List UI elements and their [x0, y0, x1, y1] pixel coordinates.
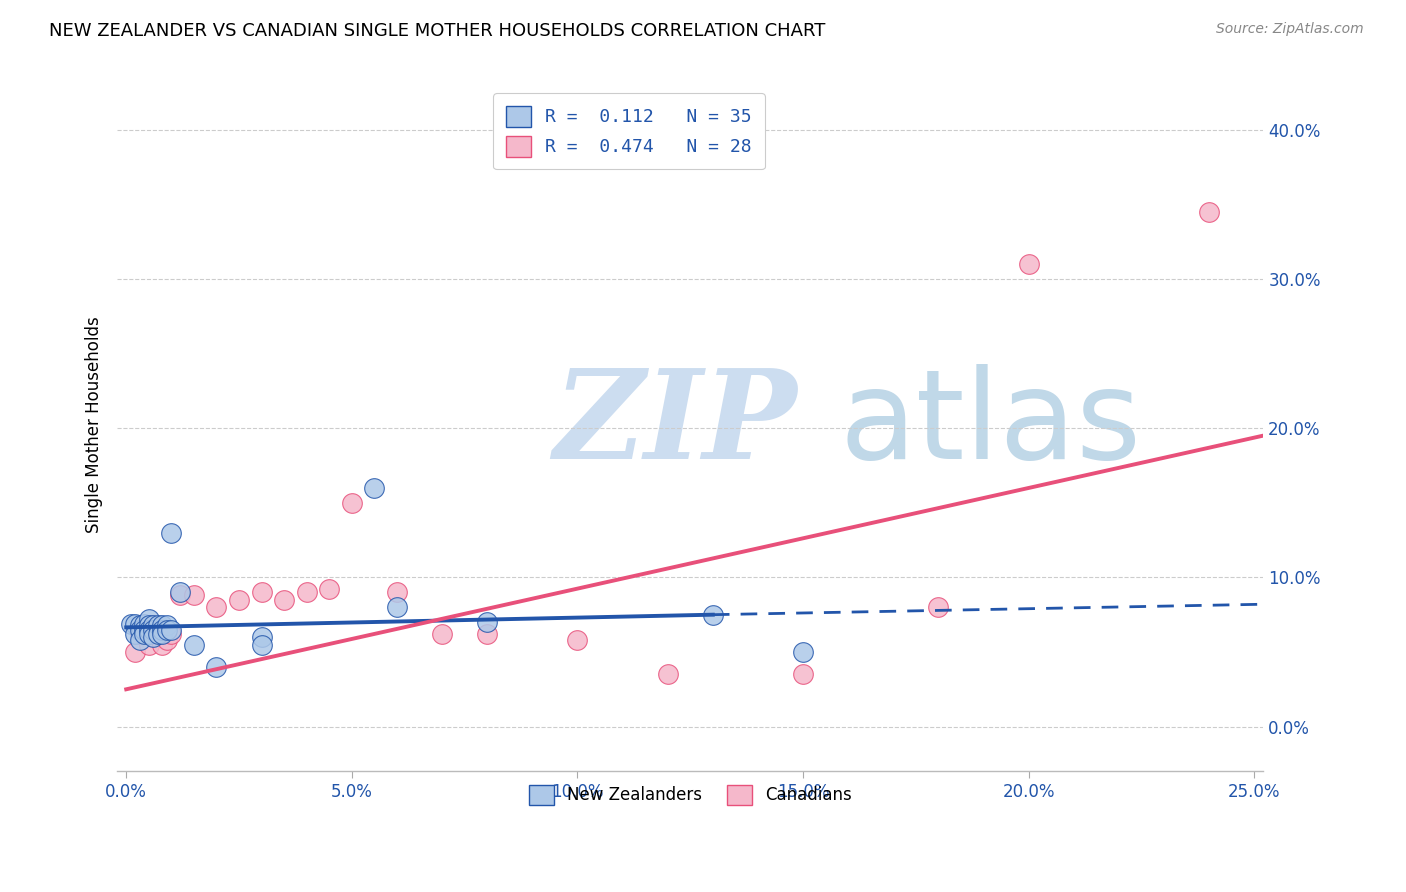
Point	[318, 582, 340, 597]
Point	[205, 660, 228, 674]
Point	[1198, 204, 1220, 219]
Point	[567, 633, 589, 648]
Point	[124, 627, 146, 641]
Point	[160, 627, 183, 641]
Point	[124, 616, 146, 631]
Point	[363, 481, 385, 495]
Point	[792, 645, 814, 659]
Point	[169, 585, 191, 599]
Point	[142, 623, 165, 637]
Point	[702, 607, 724, 622]
Point	[1018, 257, 1040, 271]
Point	[477, 627, 499, 641]
Legend: New Zealanders, Canadians: New Zealanders, Canadians	[519, 775, 862, 815]
Point	[205, 600, 228, 615]
Point	[156, 633, 179, 648]
Point	[792, 667, 814, 681]
Point	[134, 627, 156, 641]
Point	[228, 592, 250, 607]
Point	[124, 645, 146, 659]
Point	[340, 496, 363, 510]
Point	[156, 623, 179, 637]
Point	[160, 623, 183, 637]
Point	[160, 525, 183, 540]
Point	[250, 585, 273, 599]
Point	[138, 627, 160, 641]
Point	[128, 633, 150, 648]
Text: NEW ZEALANDER VS CANADIAN SINGLE MOTHER HOUSEHOLDS CORRELATION CHART: NEW ZEALANDER VS CANADIAN SINGLE MOTHER …	[49, 22, 825, 40]
Point	[385, 585, 408, 599]
Point	[146, 627, 169, 641]
Point	[134, 623, 156, 637]
Point	[150, 627, 173, 641]
Point	[169, 588, 191, 602]
Text: ZIP: ZIP	[553, 364, 796, 485]
Point	[273, 592, 295, 607]
Point	[138, 623, 160, 637]
Point	[183, 638, 205, 652]
Point	[146, 627, 169, 641]
Point	[142, 630, 165, 644]
Point	[138, 618, 160, 632]
Point	[927, 600, 949, 615]
Point	[138, 612, 160, 626]
Point	[142, 618, 165, 632]
Point	[134, 616, 156, 631]
Point	[150, 623, 173, 637]
Point	[120, 616, 142, 631]
Point	[138, 627, 160, 641]
Point	[128, 623, 150, 637]
Point	[150, 618, 173, 632]
Point	[183, 588, 205, 602]
Point	[385, 600, 408, 615]
Point	[146, 618, 169, 632]
Point	[138, 638, 160, 652]
Point	[430, 627, 453, 641]
Y-axis label: Single Mother Households: Single Mother Households	[86, 316, 103, 533]
Point	[250, 630, 273, 644]
Point	[128, 618, 150, 632]
Point	[295, 585, 318, 599]
Point	[128, 627, 150, 641]
Point	[657, 667, 679, 681]
Text: Source: ZipAtlas.com: Source: ZipAtlas.com	[1216, 22, 1364, 37]
Point	[156, 618, 179, 632]
Point	[150, 638, 173, 652]
Text: atlas: atlas	[839, 364, 1142, 485]
Point	[134, 623, 156, 637]
Point	[250, 638, 273, 652]
Point	[142, 618, 165, 632]
Point	[477, 615, 499, 629]
